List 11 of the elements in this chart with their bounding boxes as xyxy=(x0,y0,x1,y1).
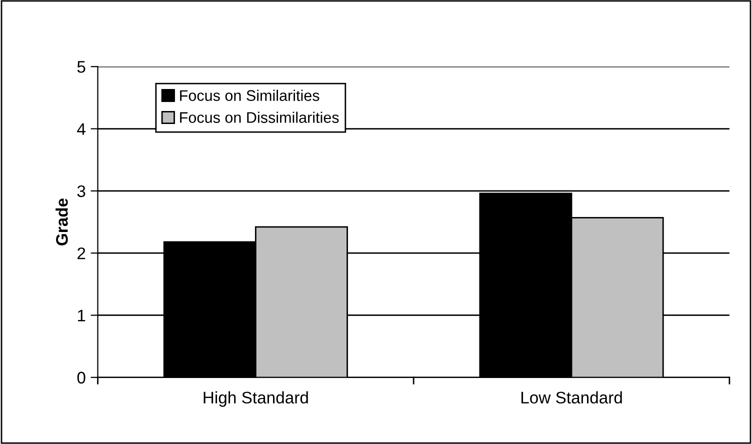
y-tick-label: 5 xyxy=(77,61,86,73)
legend-label: Focus on Similarities xyxy=(180,90,320,101)
x-tick-label: Low Standard xyxy=(521,391,622,404)
legend-label: Focus on Dissimilarities xyxy=(180,112,339,123)
y-axis-title: Grade xyxy=(56,198,68,246)
y-tick-label: 1 xyxy=(78,310,86,322)
y-tick-label: 4 xyxy=(77,123,86,135)
x-tick-label: High Standard xyxy=(204,391,308,407)
y-tick-label: 3 xyxy=(77,185,86,198)
y-tick-label: 2 xyxy=(78,247,86,260)
y-tick-label: 0 xyxy=(77,372,86,384)
